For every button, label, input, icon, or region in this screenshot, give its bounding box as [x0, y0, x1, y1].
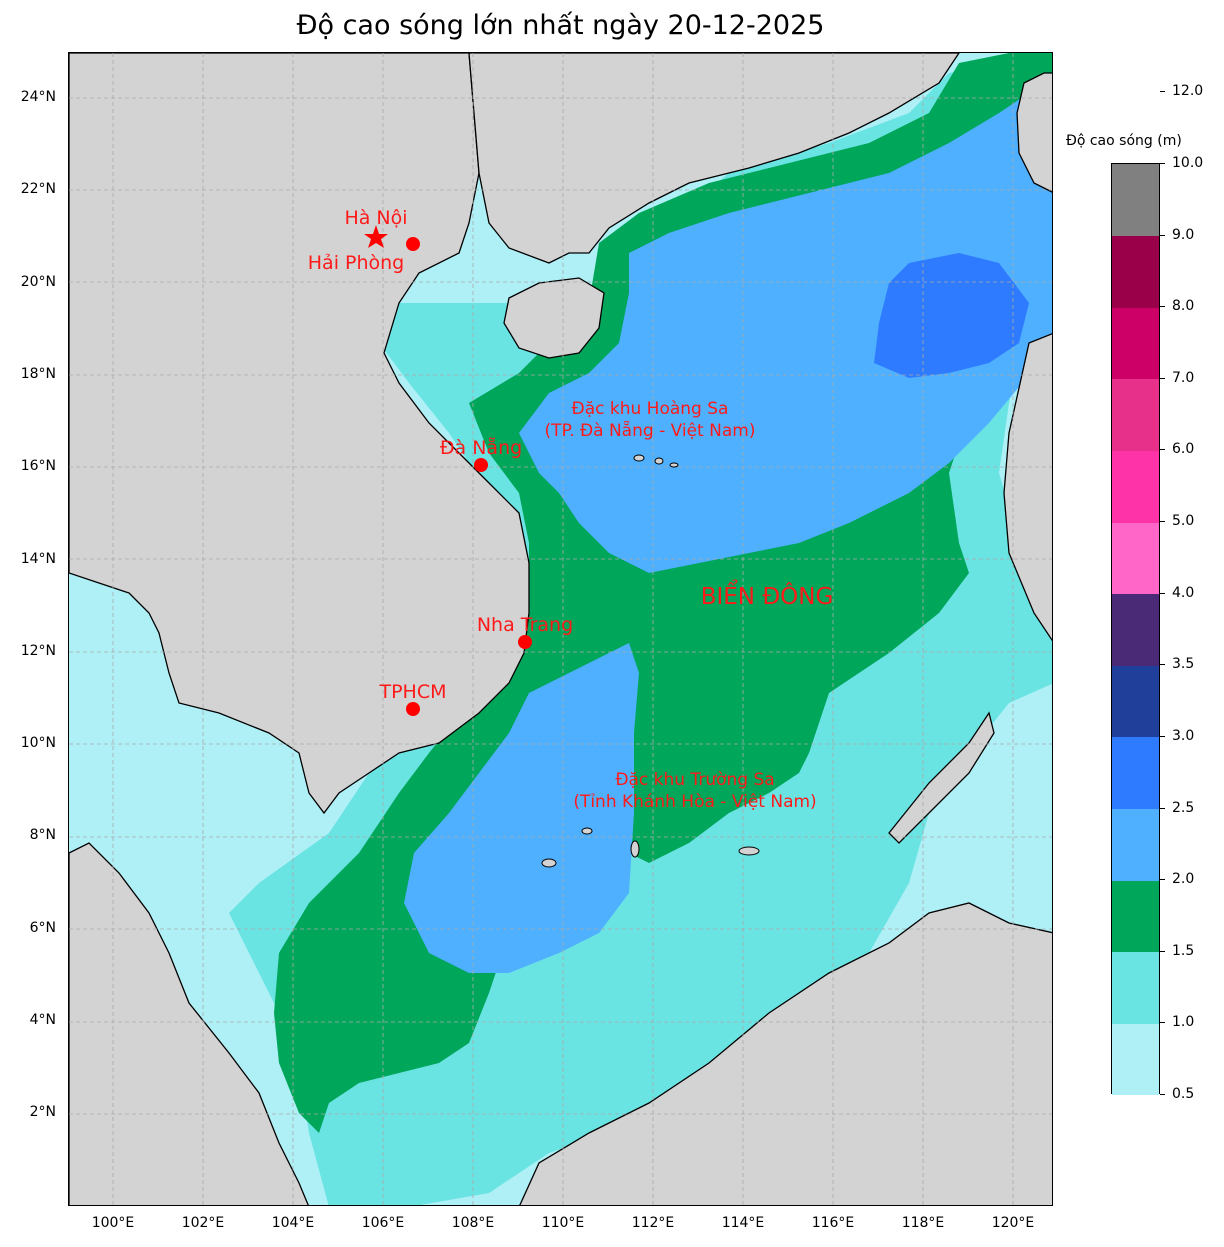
latitude-tick-label: 12°N — [20, 642, 56, 659]
colorbar-tick-label: 3.0 — [1172, 727, 1195, 744]
palawan-island — [888, 711, 995, 844]
longitude-tick-label: 108°E — [451, 1215, 495, 1231]
longitude-tick-label: 114°E — [721, 1215, 765, 1231]
colorbar-tick-label: 1.0 — [1172, 1014, 1195, 1031]
colorbar-tick-label: 8.0 — [1172, 298, 1195, 315]
city-label-danang: Đà Nẵng — [439, 437, 523, 459]
sea-band-2.0-2.5-south — [404, 643, 639, 973]
latitude-tick-label: 6°N — [29, 919, 56, 936]
luzon-island — [1003, 333, 1052, 642]
colorbar-tick-label: 2.5 — [1172, 799, 1195, 816]
longitude-tick-label: 106°E — [361, 1215, 405, 1231]
longitude-tick-label: 100°E — [91, 1215, 135, 1231]
colorbar-segment — [1112, 235, 1159, 308]
latitude-tick-label: 10°N — [20, 735, 56, 752]
colorbar-segment — [1112, 880, 1159, 953]
borneo-island — [519, 902, 1052, 1205]
latitude-tick-label: 4°N — [29, 1012, 56, 1028]
colorbar-segment — [1112, 593, 1159, 666]
colorbar-segment — [1112, 307, 1159, 380]
longitude-tick-label: 120°E — [991, 1215, 1035, 1231]
latitude-tick-label: 22°N — [20, 181, 56, 198]
colorbar-tick-mark — [1160, 449, 1165, 451]
city-label-tphcm: TPHCM — [379, 681, 447, 703]
longitude-tick-label: 102°E — [181, 1215, 225, 1231]
colorbar-segment — [1112, 736, 1159, 810]
spratly-islands — [541, 827, 760, 868]
colorbar-segment — [1112, 378, 1159, 451]
longitude-tick-label: 112°E — [631, 1215, 675, 1231]
colorbar-tick-mark — [1160, 807, 1165, 809]
colorbar-tick-mark — [1160, 163, 1165, 164]
colorbar-tick-mark — [1160, 879, 1165, 881]
colorbar-tick-mark — [1160, 521, 1165, 523]
city-label-nhatrang: Nha Trang — [476, 614, 574, 636]
latitude-tick-label: 24°N — [20, 89, 56, 105]
sea-name-label: BIỂN ĐÔNG — [700, 584, 834, 610]
sea-band-2.0-2.5-north — [519, 93, 1052, 573]
colorbar-segment — [1112, 808, 1159, 881]
colorbar-tick-mark — [1160, 664, 1165, 666]
colorbar-segment — [1112, 951, 1159, 1024]
star-icon — [364, 225, 388, 248]
colorbar-tick-label: 5.0 — [1172, 513, 1195, 530]
latitude-tick-label: 8°N — [29, 827, 56, 844]
latitude-tick-label: 2°N — [29, 1104, 56, 1121]
dot-icon — [406, 237, 420, 251]
taiwan-island — [1016, 72, 1052, 193]
dot-icon — [474, 458, 488, 472]
colorbar-segment — [1112, 1023, 1159, 1096]
land-layer — [69, 53, 1052, 1205]
gridlines — [69, 53, 1052, 1205]
colorbar-tick-mark — [1160, 306, 1165, 308]
longitude-tick-label: 104°E — [271, 1215, 315, 1231]
longitude-tick-label: 116°E — [811, 1215, 855, 1231]
region-label-truong-sa: Đặc khu Trường Sa (Tỉnh Khánh Hòa - Việt… — [573, 770, 817, 813]
colorbar-tick-mark — [1160, 234, 1165, 236]
colorbar-tick-mark — [1160, 1094, 1165, 1095]
latitude-tick-label: 20°N — [20, 273, 56, 290]
latitude-tick-label: 14°N — [20, 550, 56, 567]
region-label-hoang-sa: Đặc khu Hoàng Sa (TP. Đà Nẵng - Việt Nam… — [544, 399, 756, 442]
south-china-land — [468, 53, 960, 264]
colorbar-tick-label: 2.0 — [1172, 871, 1195, 888]
dot-icon — [518, 635, 532, 649]
colorbar-tick-label: 12.0 — [1172, 83, 1204, 100]
colorbar-tick-label: 10.0 — [1172, 155, 1204, 171]
sea-band-2.5-3.0 — [874, 253, 1029, 378]
latitude-tick-label: 16°N — [20, 458, 56, 475]
colorbar-tick-mark — [1160, 592, 1165, 594]
dot-icon — [406, 702, 420, 716]
colorbar-tick-label: 3.5 — [1172, 656, 1195, 673]
hainan-island — [503, 277, 605, 359]
latitude-tick-label: 18°N — [20, 365, 56, 382]
colorbar-tick-mark — [1160, 735, 1165, 737]
colorbar-tick-mark — [1160, 91, 1165, 93]
colorbar-tick-mark — [1160, 377, 1165, 379]
colorbar-title: Độ cao sóng (m) — [1066, 133, 1182, 149]
colorbar-tick-mark — [1160, 1022, 1165, 1024]
colorbar — [1111, 163, 1160, 1096]
city-label-hanoi: Hà Nội — [344, 207, 408, 229]
colorbar-segment — [1112, 522, 1159, 595]
city-label-haiphong: Hải Phòng — [307, 252, 405, 274]
paracel-islands — [633, 454, 679, 468]
colorbar-tick-label: 4.0 — [1172, 584, 1195, 601]
map-title: Độ cao sóng lớn nhất ngày 20-12-2025 — [296, 10, 825, 41]
colorbar-segment — [1112, 164, 1159, 237]
colorbar-segment — [1112, 665, 1159, 738]
colorbar-tick-label: 0.5 — [1172, 1086, 1195, 1102]
longitude-tick-label: 110°E — [541, 1215, 585, 1231]
malay-peninsula — [69, 842, 309, 1205]
colorbar-tick-label: 7.0 — [1172, 369, 1195, 386]
city-markers — [364, 225, 532, 716]
longitude-tick-label: 118°E — [901, 1215, 945, 1231]
colorbar-tick-label: 6.0 — [1172, 441, 1195, 458]
colorbar-tick-mark — [1160, 950, 1165, 952]
colorbar-tick-label: 1.5 — [1172, 942, 1195, 959]
map-area[interactable]: Hà Nội Hải Phòng Đà Nẵng Nha Trang TPHCM… — [68, 52, 1053, 1206]
colorbar-tick-label: 9.0 — [1172, 226, 1195, 243]
colorbar-segment — [1112, 450, 1159, 523]
